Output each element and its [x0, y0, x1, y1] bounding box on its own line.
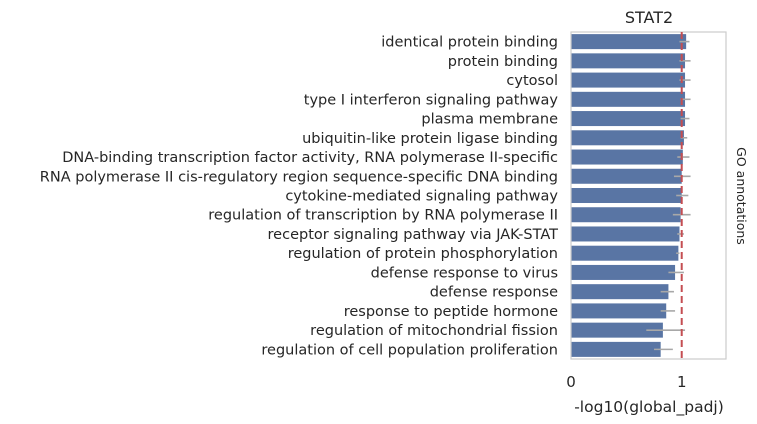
bars-layer — [571, 34, 691, 357]
bar — [571, 207, 681, 223]
bar — [571, 187, 682, 204]
category-label: type I interferon signaling pathway — [304, 92, 559, 108]
category-label: ubiquitin-like protein ligase binding — [302, 131, 558, 147]
bar — [571, 53, 686, 69]
category-label: defense response — [430, 285, 558, 301]
bar — [571, 226, 680, 242]
category-label: cytosol — [506, 73, 558, 89]
bar — [571, 303, 667, 319]
bar — [571, 168, 682, 184]
category-label: defense response to virus — [371, 265, 558, 281]
category-label: DNA-binding transcription factor activit… — [62, 150, 558, 166]
go-annotations-side-label: GO annotations — [734, 147, 749, 245]
category-label: plasma membrane — [421, 112, 558, 128]
bar — [571, 130, 684, 146]
x-axis-title: -log10(global_padj) — [574, 398, 724, 417]
plot-frame — [570, 31, 727, 360]
x-tick-label: 1 — [677, 373, 687, 391]
bar — [571, 284, 669, 300]
category-label: RNA polymerase II cis-regulatory region … — [40, 169, 558, 185]
x-tick-label: 0 — [566, 373, 576, 391]
category-label: regulation of transcription by RNA polym… — [208, 208, 558, 224]
category-label: regulation of cell population proliferat… — [261, 342, 558, 358]
category-label: protein binding — [448, 54, 558, 70]
category-label: regulation of mitochondrial fission — [310, 323, 558, 339]
bar — [571, 264, 676, 280]
category-label: cytokine-mediated signaling pathway — [285, 189, 558, 205]
bar — [571, 91, 686, 107]
category-labels: identical protein binding protein binding… — [40, 35, 559, 359]
category-label: identical protein binding — [381, 35, 558, 51]
bar — [571, 322, 663, 338]
bar — [571, 245, 679, 261]
bar — [571, 111, 686, 127]
bar — [571, 34, 687, 50]
category-label: receptor signaling pathway via JAK-STAT — [268, 227, 559, 243]
bar — [571, 341, 661, 357]
category-label: regulation of protein phosphorylation — [288, 246, 558, 262]
bar — [571, 149, 683, 165]
chart-title: STAT2 — [625, 8, 673, 27]
bar — [571, 72, 686, 88]
category-label: response to peptide hormone — [344, 304, 558, 320]
